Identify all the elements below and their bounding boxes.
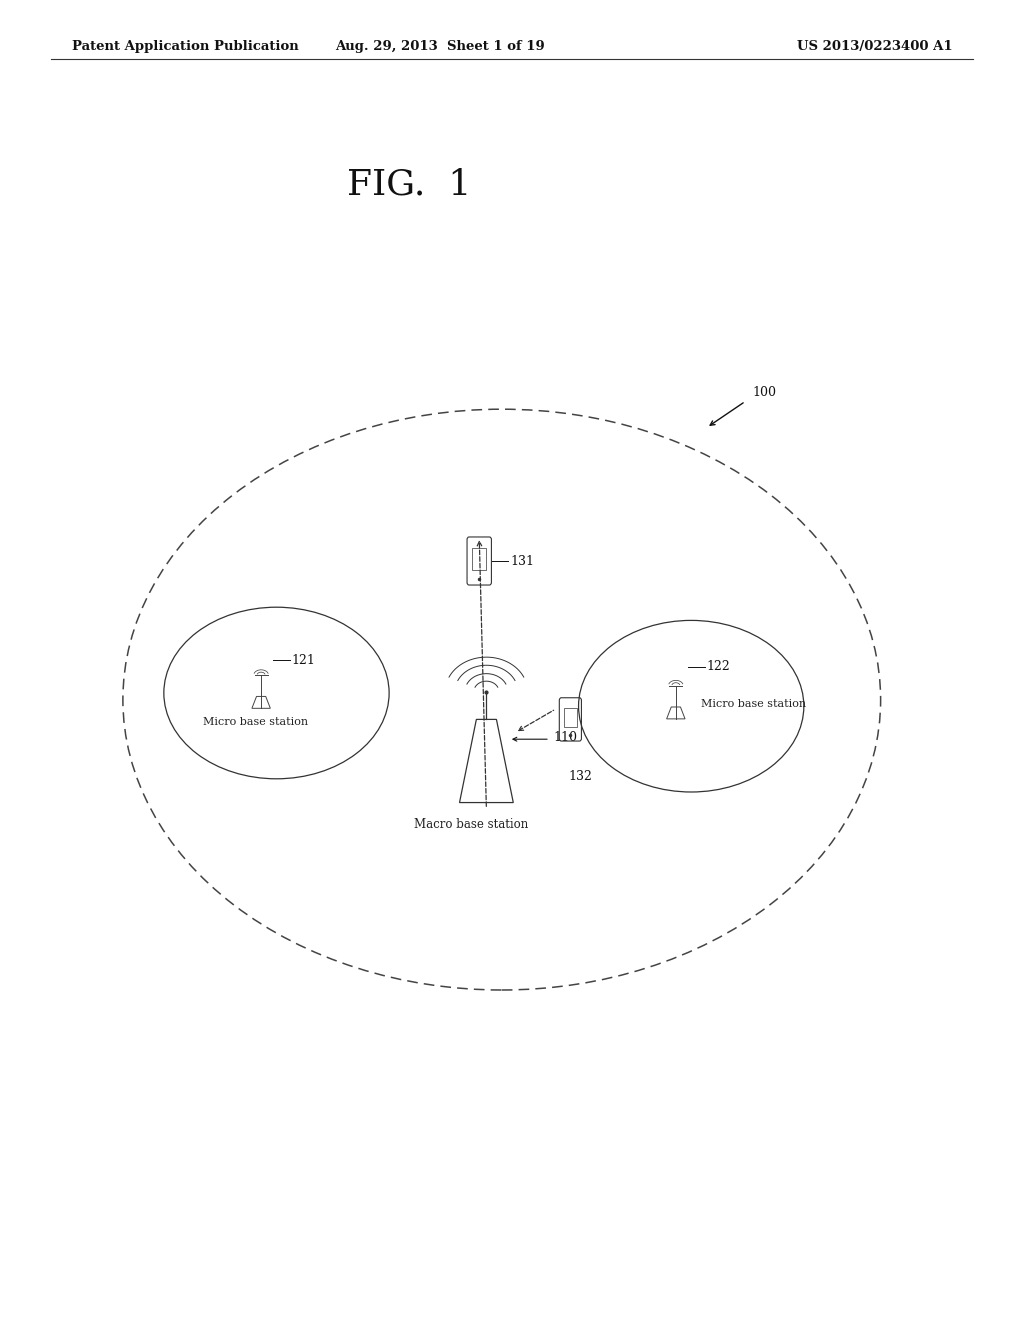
Bar	[564, 708, 577, 727]
Text: 121: 121	[292, 653, 315, 667]
Text: FIG.  1: FIG. 1	[347, 168, 472, 202]
Text: Aug. 29, 2013  Sheet 1 of 19: Aug. 29, 2013 Sheet 1 of 19	[336, 40, 545, 53]
Text: Patent Application Publication: Patent Application Publication	[72, 40, 298, 53]
Text: 100: 100	[753, 385, 776, 399]
Bar	[472, 548, 486, 569]
Text: US 2013/0223400 A1: US 2013/0223400 A1	[797, 40, 952, 53]
Text: 122: 122	[707, 660, 730, 673]
Text: 132: 132	[568, 770, 593, 783]
Text: 110: 110	[553, 731, 577, 744]
Text: 131: 131	[510, 554, 534, 568]
Text: Micro base station: Micro base station	[204, 717, 308, 727]
Text: Micro base station: Micro base station	[701, 698, 807, 709]
Text: Macro base station: Macro base station	[414, 818, 528, 832]
